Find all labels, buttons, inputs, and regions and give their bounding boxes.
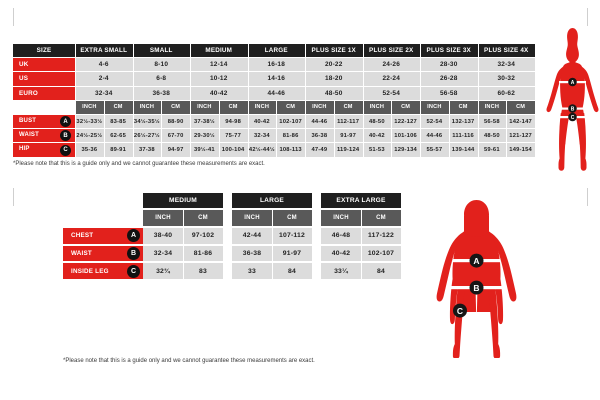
svg-text:B: B (473, 283, 479, 293)
svg-text:A: A (473, 256, 479, 266)
svg-text:A: A (571, 80, 575, 86)
svg-text:C: C (571, 115, 575, 121)
svg-text:B: B (571, 107, 575, 113)
svg-text:C: C (457, 306, 463, 316)
